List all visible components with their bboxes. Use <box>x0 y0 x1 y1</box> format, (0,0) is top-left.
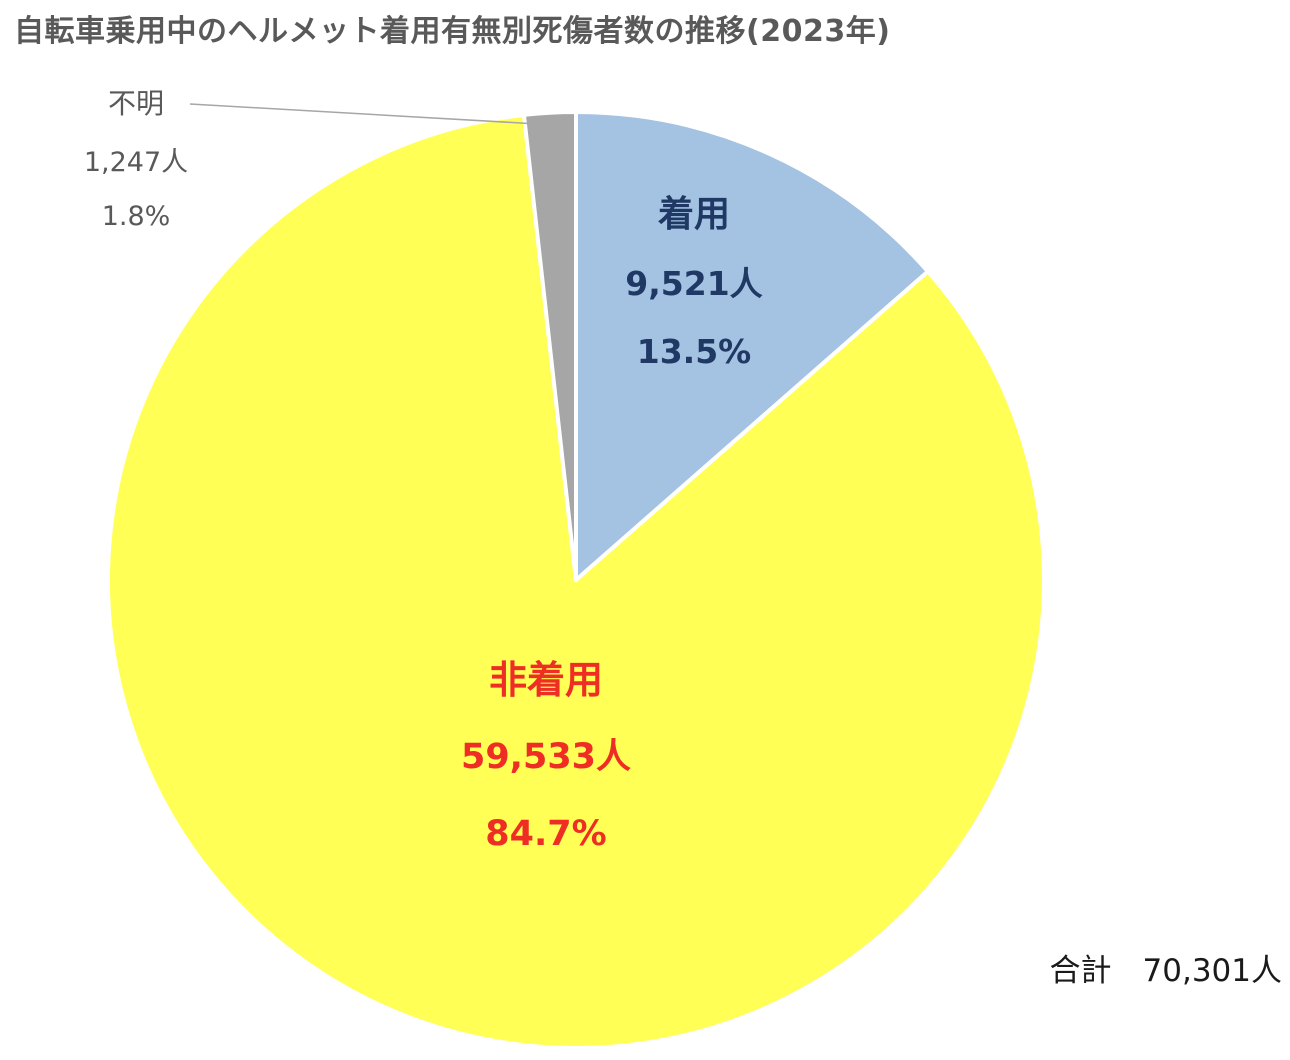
slice-label-percent-wearing: 13.5% <box>637 332 752 371</box>
slice-label-count-wearing: 9,521人 <box>625 264 762 303</box>
pie-slice-unknown <box>521 109 578 582</box>
pie-slice-wearing <box>574 110 930 582</box>
slice-label-count-unknown: 1,247人 <box>84 147 188 178</box>
pie-slices <box>106 109 1046 1050</box>
total-label: 合計 70,301人 <box>1050 953 1282 989</box>
slice-leader-line-unknown <box>189 103 551 126</box>
slice-label-name-wearing: 着用 <box>658 194 730 235</box>
slice-label-name-unknown: 不明 <box>108 87 164 120</box>
slice-label-percent-not-wearing: 84.7% <box>485 814 606 854</box>
slice-label-percent-unknown: 1.8% <box>102 201 171 232</box>
chart-title: 自転車乗用中のヘルメット着用有無別死傷者数の推移(2023年) <box>14 14 891 49</box>
slice-label-count-not-wearing: 59,533人 <box>461 737 631 777</box>
slice-label-name-not-wearing: 非着用 <box>489 658 603 702</box>
